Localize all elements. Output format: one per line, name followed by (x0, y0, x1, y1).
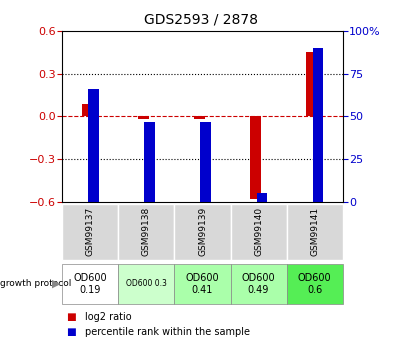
Bar (118, 204, 174, 260)
Bar (250, 117, 261, 199)
Bar (200, 121, 211, 202)
Text: GSM99138: GSM99138 (142, 206, 151, 256)
Text: percentile rank within the sample: percentile rank within the sample (85, 327, 249, 337)
Text: OD600
0.49: OD600 0.49 (242, 273, 275, 295)
Bar (256, 193, 267, 202)
Text: ▶: ▶ (52, 279, 60, 289)
Bar (312, 48, 323, 202)
Bar (174, 264, 231, 304)
Text: GSM99141: GSM99141 (310, 206, 319, 256)
Bar (144, 121, 155, 202)
Text: OD600 0.3: OD600 0.3 (126, 279, 167, 288)
Text: growth protocol: growth protocol (0, 279, 71, 288)
Bar (62, 264, 118, 304)
Text: ■: ■ (66, 327, 76, 337)
Text: OD600
0.6: OD600 0.6 (298, 273, 331, 295)
Text: GSM99137: GSM99137 (86, 206, 95, 256)
Text: OD600
0.41: OD600 0.41 (186, 273, 219, 295)
Bar (287, 204, 343, 260)
Bar (88, 89, 99, 202)
Bar (62, 204, 118, 260)
Bar (174, 204, 231, 260)
Text: GSM99139: GSM99139 (198, 206, 207, 256)
Bar (138, 117, 149, 119)
Bar (118, 264, 174, 304)
Bar (231, 264, 287, 304)
Bar (306, 52, 317, 117)
Text: log2 ratio: log2 ratio (85, 312, 131, 322)
Bar (231, 204, 287, 260)
Bar (287, 264, 343, 304)
Text: OD600
0.19: OD600 0.19 (74, 273, 107, 295)
Text: GDS2593 / 2878: GDS2593 / 2878 (145, 12, 258, 26)
Bar (82, 104, 93, 117)
Bar (194, 117, 205, 119)
Text: GSM99140: GSM99140 (254, 206, 263, 256)
Text: ■: ■ (66, 312, 76, 322)
